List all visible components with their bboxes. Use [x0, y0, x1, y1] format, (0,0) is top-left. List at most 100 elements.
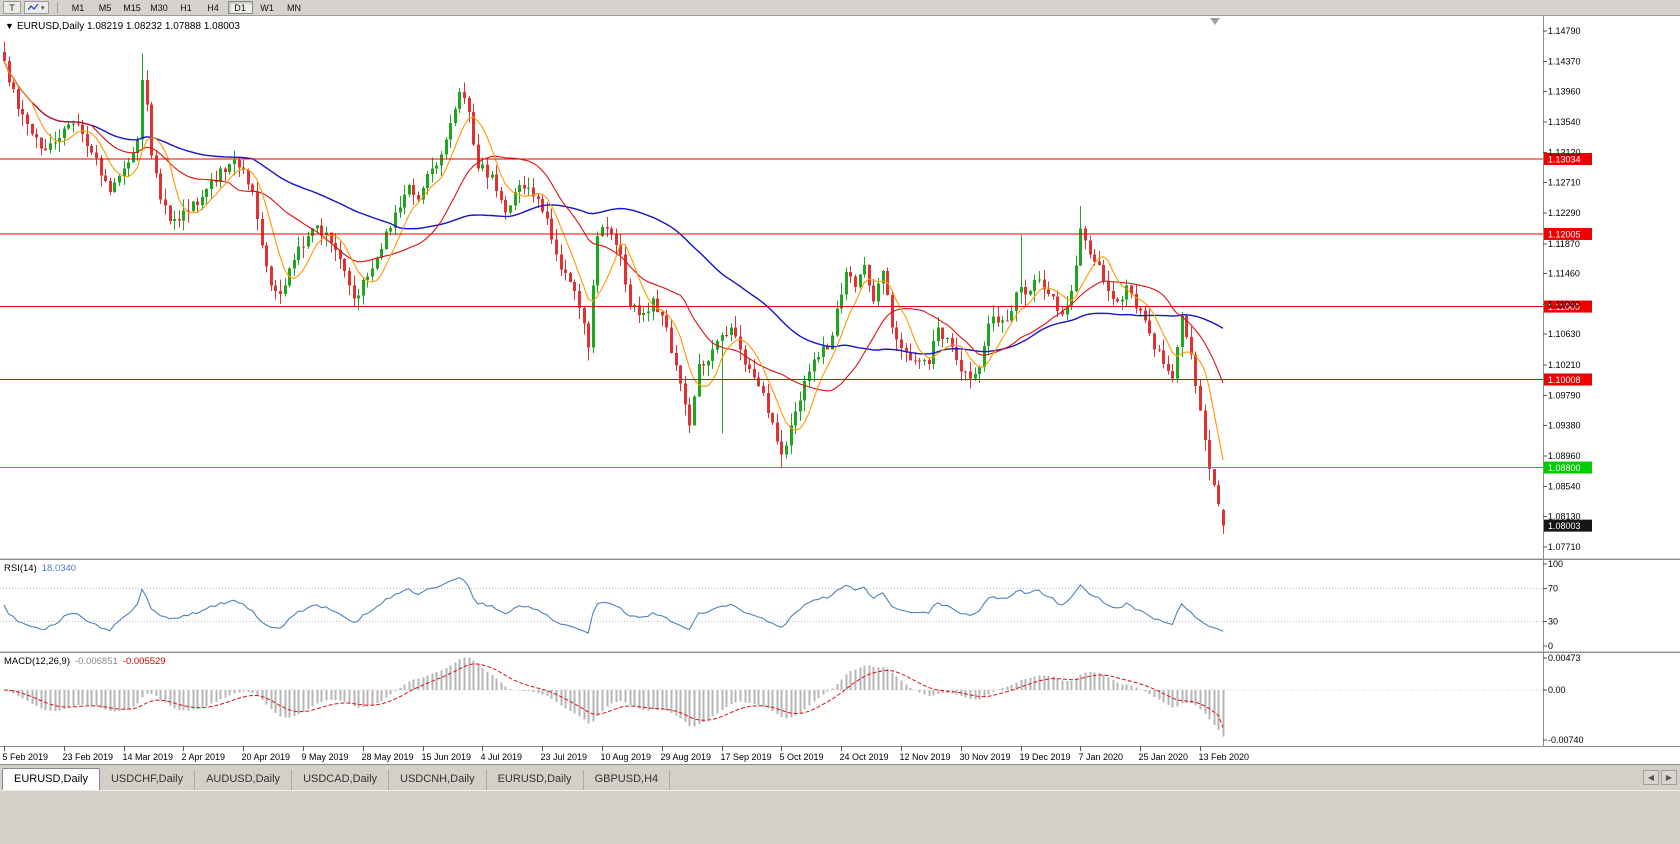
- chart-tab-5[interactable]: EURUSD,Daily: [487, 770, 584, 790]
- svg-text:1.14790: 1.14790: [1548, 26, 1581, 36]
- chart-svg: 1.13034 1.12005 1.11009 1.10008 1.08800 1.147…: [0, 16, 1680, 764]
- caret-down-icon: ▾: [41, 4, 45, 12]
- svg-text:0.00473: 0.00473: [1548, 653, 1581, 663]
- toolbar-separator: [56, 2, 58, 13]
- timeframe-button-mn[interactable]: MN: [287, 2, 302, 13]
- svg-text:1.09790: 1.09790: [1548, 390, 1581, 400]
- zigzag-icon: [28, 3, 39, 11]
- chart-type-button-label: T: [9, 2, 15, 13]
- svg-text:1.08003: 1.08003: [1548, 521, 1581, 531]
- timeframe-button-m1[interactable]: M1: [71, 2, 85, 13]
- svg-text:1.13960: 1.13960: [1548, 86, 1581, 96]
- svg-text:25 Jan 2020: 25 Jan 2020: [1139, 752, 1189, 762]
- svg-text:1.11460: 1.11460: [1548, 269, 1580, 279]
- rsi-value: 18.0340: [42, 563, 76, 574]
- resistance-line[interactable]: 1.12005: [0, 227, 1592, 240]
- chart-tab-0[interactable]: EURUSD,Daily: [2, 768, 100, 790]
- svg-text:1.12005: 1.12005: [1548, 229, 1581, 239]
- svg-text:1.08800: 1.08800: [1548, 463, 1581, 473]
- tab-scroll-buttons: ◀ ▶: [1643, 770, 1677, 785]
- panel-splitter[interactable]: [0, 557, 1680, 560]
- chart-tabs: EURUSD,Daily USDCHF,Daily AUDUSD,Daily USDC…: [2, 768, 671, 790]
- tab-scroll-right-button[interactable]: ▶: [1661, 770, 1677, 785]
- resistance-line[interactable]: 1.11009: [0, 300, 1592, 313]
- timeframe-button-w1[interactable]: W1: [260, 2, 274, 13]
- chart-shift-marker[interactable]: [1210, 18, 1220, 25]
- svg-text:23 Jul 2019: 23 Jul 2019: [541, 752, 588, 762]
- current-price-tag: 1.08003: [1544, 519, 1592, 532]
- chart-window: 1.13034 1.12005 1.11009 1.10008 1.08800 1.147…: [0, 16, 1680, 764]
- chart-tab-1[interactable]: USDCHF,Daily: [100, 770, 196, 790]
- svg-text:1.07710: 1.07710: [1548, 542, 1581, 552]
- timeframe-button-m15[interactable]: M15: [123, 2, 141, 13]
- chart-tab-2[interactable]: AUDUSD,Daily: [195, 770, 293, 790]
- svg-text:1.13034: 1.13034: [1548, 154, 1581, 164]
- svg-text:10 Aug 2019: 10 Aug 2019: [601, 752, 652, 762]
- chart-tab-bar: EURUSD,Daily USDCHF,Daily AUDUSD,Daily USDC…: [0, 764, 1680, 790]
- arrow-left-icon: ◀: [1647, 773, 1655, 782]
- svg-text:100: 100: [1548, 559, 1563, 569]
- svg-text:1.13120: 1.13120: [1548, 148, 1581, 158]
- macd-signal-line: [3, 663, 1224, 728]
- timeframe-button-d1[interactable]: D1: [227, 1, 253, 14]
- svg-text:1.10008: 1.10008: [1548, 375, 1581, 385]
- svg-text:1.09380: 1.09380: [1548, 420, 1581, 430]
- macd-main-value: -0.006851: [75, 656, 118, 667]
- panel-splitter[interactable]: [0, 650, 1680, 653]
- bottom-filler: [0, 790, 1680, 844]
- svg-text:0: 0: [1548, 641, 1553, 651]
- svg-text:20 Apr 2019: 20 Apr 2019: [242, 752, 291, 762]
- svg-text:4 Jul 2019: 4 Jul 2019: [481, 752, 523, 762]
- date-axis: 5 Feb 2019 23 Feb 2019 14 Mar 2019 2 Apr 20…: [3, 746, 1249, 762]
- svg-text:19 Dec 2019: 19 Dec 2019: [1020, 752, 1071, 762]
- ma-fast-line: [3, 60, 1224, 461]
- timeframe-button-h4[interactable]: H4: [207, 2, 219, 13]
- drawing-tool-button[interactable]: ▾: [24, 1, 49, 14]
- chart-title-ohlc: EURUSD,Daily 1.08219 1.08232 1.07888 1.0…: [17, 21, 240, 32]
- svg-text:7 Jan 2020: 7 Jan 2020: [1079, 752, 1124, 762]
- macd-axis: 0.00473 0.00 -0.00740: [1543, 653, 1584, 745]
- svg-text:24 Oct 2019: 24 Oct 2019: [840, 752, 889, 762]
- svg-text:1.14370: 1.14370: [1548, 57, 1581, 67]
- rsi-name: RSI(14): [4, 563, 37, 574]
- chart-tab-3[interactable]: USDCAD,Daily: [292, 770, 390, 790]
- svg-text:2 Apr 2019: 2 Apr 2019: [182, 752, 226, 762]
- macd-name: MACD(12,26,9): [4, 656, 70, 667]
- ma-slow-line: [3, 60, 1224, 355]
- svg-text:28 May 2019: 28 May 2019: [362, 752, 414, 762]
- svg-text:14 Mar 2019: 14 Mar 2019: [123, 752, 174, 762]
- macd-indicator-label: MACD(12,26,9) -0.006851 -0.005529: [4, 656, 166, 667]
- rsi-line: [3, 577, 1224, 634]
- svg-text:1.13540: 1.13540: [1548, 117, 1581, 127]
- timeframe-button-m30[interactable]: M30: [150, 2, 168, 13]
- resistance-line[interactable]: 1.10008: [0, 373, 1592, 386]
- svg-text:30: 30: [1548, 616, 1558, 626]
- chart-type-button[interactable]: T: [3, 1, 21, 14]
- svg-text:23 Feb 2019: 23 Feb 2019: [63, 752, 114, 762]
- timeframe-button-m5[interactable]: M5: [98, 2, 112, 13]
- svg-text:5 Feb 2019: 5 Feb 2019: [3, 752, 49, 762]
- rsi-indicator-label: RSI(14) 18.0340: [4, 563, 76, 574]
- one-click-trading-arrow[interactable]: ▼: [5, 21, 14, 31]
- ma-mid-line: [3, 60, 1224, 392]
- chart-tab-6[interactable]: GBPUSD,H4: [584, 770, 671, 790]
- svg-text:0.00: 0.00: [1548, 685, 1566, 695]
- svg-text:1.10630: 1.10630: [1548, 329, 1581, 339]
- svg-text:12 Nov 2019: 12 Nov 2019: [900, 752, 951, 762]
- tab-scroll-left-button[interactable]: ◀: [1643, 770, 1659, 785]
- svg-text:1.08960: 1.08960: [1548, 451, 1581, 461]
- macd-histogram: [8, 657, 1225, 737]
- svg-text:9 May 2019: 9 May 2019: [302, 752, 349, 762]
- support-line[interactable]: 1.08800: [0, 461, 1592, 474]
- resistance-line[interactable]: 1.13034: [0, 152, 1592, 165]
- timeframe-buttons: M1 M5 M15 M30 H1 H4 D1 W1 MN: [66, 1, 307, 14]
- svg-text:17 Sep 2019: 17 Sep 2019: [721, 752, 772, 762]
- svg-text:1.12290: 1.12290: [1548, 208, 1581, 218]
- svg-text:5 Oct 2019: 5 Oct 2019: [780, 752, 824, 762]
- chart-tab-4[interactable]: USDCNH,Daily: [389, 770, 487, 790]
- svg-text:15 Jun 2019: 15 Jun 2019: [422, 752, 472, 762]
- rsi-axis: 100 70 30 0: [1543, 559, 1563, 651]
- timeframe-button-h1[interactable]: H1: [180, 2, 192, 13]
- svg-text:1.11870: 1.11870: [1548, 239, 1580, 249]
- svg-text:29 Aug 2019: 29 Aug 2019: [661, 752, 712, 762]
